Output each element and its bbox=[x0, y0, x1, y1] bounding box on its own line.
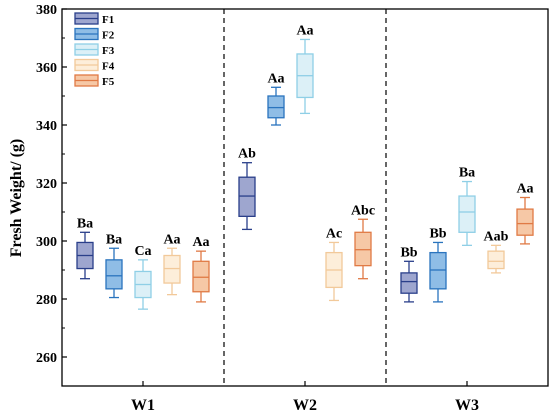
legend-label: F3 bbox=[102, 45, 115, 57]
y-tick-label: 280 bbox=[36, 293, 57, 308]
x-category-label: W1 bbox=[131, 397, 155, 414]
significance-label: Ba bbox=[106, 232, 122, 247]
legend-item-F5: F5 bbox=[74, 74, 115, 88]
significance-label: Abc bbox=[351, 203, 375, 218]
box-F5-W3: Aa bbox=[516, 182, 534, 245]
y-axis-ticks: 260 280 300 320 340 360 380 bbox=[36, 3, 67, 366]
y-tick-label: 300 bbox=[36, 235, 57, 250]
significance-label: Ba bbox=[459, 166, 475, 181]
box-F1-W1: Ba bbox=[76, 216, 94, 280]
box-F5-W2: Abc bbox=[351, 203, 375, 280]
box-F4-W2: Ac bbox=[325, 226, 343, 302]
box-F3-W2: Aa bbox=[296, 23, 314, 115]
significance-label: Ba bbox=[77, 216, 93, 231]
box-body bbox=[516, 208, 534, 236]
legend-label: F1 bbox=[102, 14, 114, 26]
box-F2-W1: Ba bbox=[105, 232, 123, 299]
significance-label: Ac bbox=[326, 226, 342, 241]
box-F1-W2: Ab bbox=[238, 147, 256, 231]
significance-label: Aa bbox=[516, 182, 533, 197]
y-axis-title: Fresh Weight/ (g) bbox=[8, 139, 25, 258]
legend-label: F5 bbox=[102, 76, 115, 88]
significance-label: Ca bbox=[134, 244, 151, 259]
box-F3-W3: Ba bbox=[458, 166, 476, 247]
box-F2-W2: Aa bbox=[267, 71, 285, 126]
box-F4-W3: Aab bbox=[484, 229, 509, 274]
significance-label: Bb bbox=[429, 226, 446, 241]
legend: F1 F2 F3 F4 F5 bbox=[74, 12, 115, 88]
significance-label: Aa bbox=[163, 232, 180, 247]
significance-label: Aa bbox=[296, 23, 313, 38]
legend-item-F4: F4 bbox=[74, 58, 115, 73]
box-body bbox=[105, 259, 123, 290]
y-tick-label: 360 bbox=[36, 61, 57, 76]
box-body bbox=[238, 176, 256, 217]
box-body bbox=[354, 231, 372, 267]
significance-label: Aa bbox=[267, 71, 284, 86]
box-body bbox=[192, 260, 210, 293]
box-F4-W1: Aa bbox=[163, 232, 181, 296]
boxes: Ba Ab Bb Ba Aa Bb Ca Aa Ba Aa Ac Aab Aa Abc Aa bbox=[76, 23, 534, 310]
y-tick-label: 320 bbox=[36, 177, 57, 192]
box-body bbox=[487, 250, 505, 270]
legend-label: F4 bbox=[102, 61, 115, 73]
legend-item-F1: F1 bbox=[74, 12, 114, 26]
legend-item-F2: F2 bbox=[74, 27, 115, 42]
significance-label: Aa bbox=[192, 235, 209, 250]
significance-label: Ab bbox=[238, 147, 256, 162]
box-body bbox=[458, 195, 476, 233]
box-body bbox=[267, 95, 285, 119]
x-category-label: W3 bbox=[455, 397, 479, 414]
x-axis-ticks: W1 W2 W3 bbox=[131, 381, 479, 414]
legend-item-F3: F3 bbox=[74, 43, 115, 57]
x-category-label: W2 bbox=[293, 397, 317, 414]
box-body bbox=[400, 272, 418, 294]
box-body bbox=[163, 254, 181, 284]
box-F3-W1: Ca bbox=[134, 244, 152, 310]
box-F2-W3: Bb bbox=[429, 226, 447, 303]
significance-label: Aab bbox=[484, 229, 509, 244]
y-tick-label: 260 bbox=[36, 351, 57, 366]
significance-label: Bb bbox=[400, 245, 417, 260]
box-F5-W1: Aa bbox=[192, 235, 210, 303]
legend-label: F2 bbox=[102, 30, 115, 42]
y-tick-label: 340 bbox=[36, 119, 57, 134]
box-body bbox=[429, 251, 447, 290]
y-tick-label: 380 bbox=[36, 3, 57, 18]
box-F1-W3: Bb bbox=[400, 245, 418, 303]
